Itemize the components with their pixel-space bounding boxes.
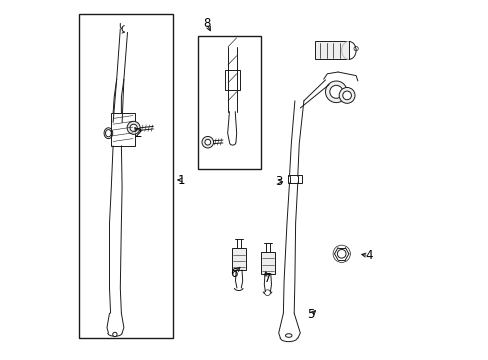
Circle shape xyxy=(329,85,342,98)
Text: 8: 8 xyxy=(203,17,210,30)
Bar xyxy=(260,252,275,274)
Text: 5: 5 xyxy=(307,309,314,321)
Bar xyxy=(231,248,246,270)
Bar xyxy=(79,14,172,338)
Text: 6: 6 xyxy=(229,267,237,280)
Bar xyxy=(287,175,302,183)
Circle shape xyxy=(130,124,137,131)
Text: 1: 1 xyxy=(177,174,185,186)
Circle shape xyxy=(204,139,210,145)
Bar xyxy=(197,36,260,169)
Circle shape xyxy=(337,249,346,258)
Text: 7: 7 xyxy=(264,273,271,285)
Circle shape xyxy=(202,136,213,148)
Circle shape xyxy=(127,121,140,134)
Circle shape xyxy=(113,332,117,337)
Circle shape xyxy=(339,87,354,103)
Bar xyxy=(111,113,134,146)
Circle shape xyxy=(264,290,270,296)
Text: 4: 4 xyxy=(364,249,372,262)
Text: 3: 3 xyxy=(274,175,282,188)
Bar xyxy=(314,41,348,59)
Circle shape xyxy=(325,81,346,103)
Circle shape xyxy=(342,91,351,100)
Bar xyxy=(224,70,239,90)
Text: 2: 2 xyxy=(134,127,142,140)
